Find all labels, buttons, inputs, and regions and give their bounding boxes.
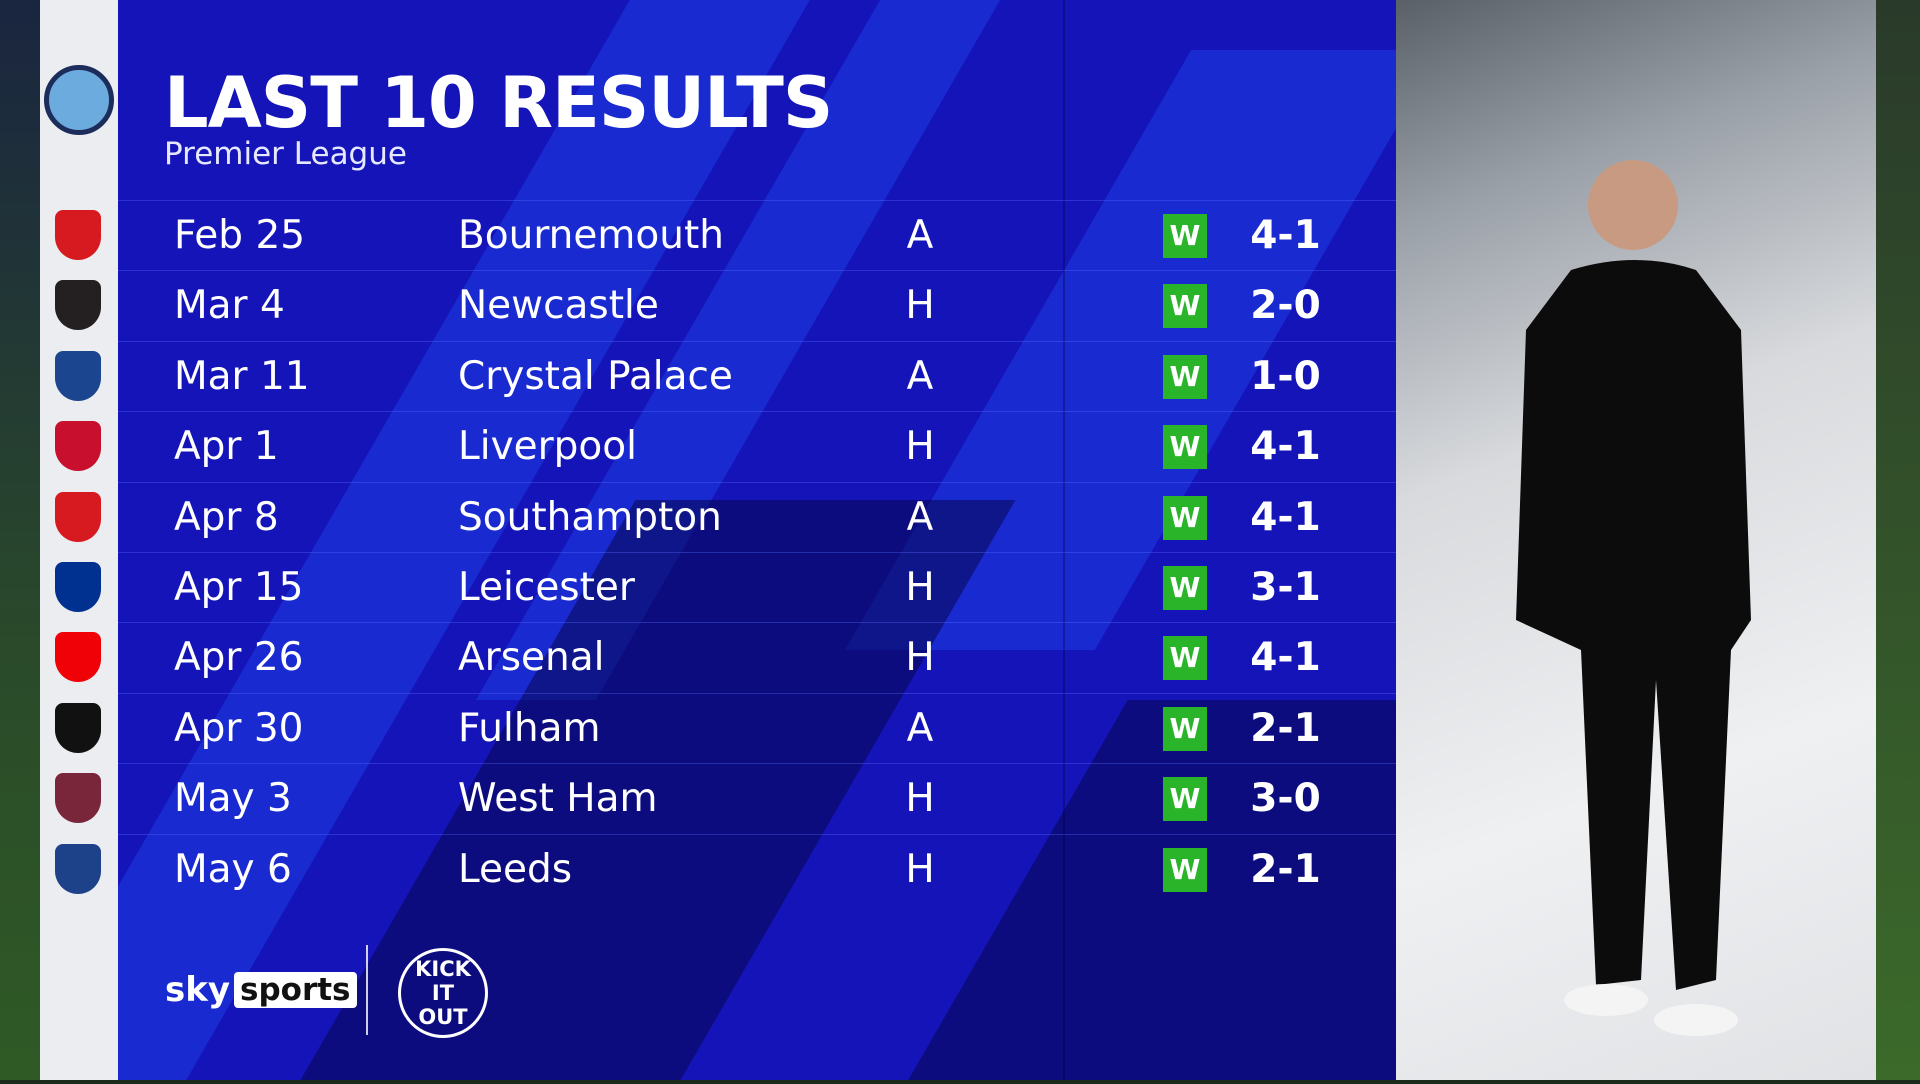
opponent-crest-icon (55, 350, 101, 401)
result-row: Apr 1 Liverpool H W 4-1 (118, 411, 1396, 481)
result-row: May 6 Leeds H W 2-1 (118, 833, 1396, 904)
opponent-crest-icon (55, 702, 101, 753)
match-date: Apr 1 (174, 424, 279, 470)
page-title: LAST 10 RESULTS (164, 62, 833, 144)
score: 3-0 (1250, 776, 1321, 822)
result-badge: W (1163, 495, 1207, 540)
venue: H (905, 565, 935, 610)
score: 2-1 (1250, 705, 1321, 751)
opponent-crest-icon (55, 491, 101, 542)
match-date: Apr 15 (174, 565, 304, 610)
venue: H (905, 424, 935, 470)
score: 4-1 (1250, 424, 1321, 470)
crest-column (40, 0, 118, 1080)
result-badge: W (1163, 284, 1207, 329)
venue: A (906, 353, 934, 399)
result-row: Apr 30 Fulham A W 2-1 (118, 692, 1396, 763)
kick-it-out-logo: KICK IT OUT (398, 948, 488, 1038)
score: 2-0 (1250, 283, 1321, 329)
result-badge: W (1163, 354, 1207, 399)
opponent-crest-icon (55, 562, 101, 612)
venue: A (906, 213, 934, 258)
sports-text: sports (234, 972, 357, 1008)
opponent-crest-icon (55, 843, 101, 894)
match-date: Apr 26 (174, 635, 304, 681)
sky-text: sky (165, 970, 231, 1010)
result-row: Apr 15 Leicester H W 3-1 (118, 552, 1396, 622)
result-row: Mar 11 Crystal Palace A W 1-0 (118, 340, 1396, 411)
opponent-name: Liverpool (458, 424, 637, 470)
manager-silhouette (1516, 160, 1751, 1036)
result-badge: W (1163, 636, 1207, 681)
competition-subtitle: Premier League (164, 136, 407, 172)
results-panel: LAST 10 RESULTS Premier League Feb 25 Bo… (118, 0, 1396, 1080)
result-badge: W (1163, 706, 1207, 751)
match-date: May 3 (174, 776, 292, 822)
result-row: May 3 West Ham H W 3-0 (118, 763, 1396, 833)
venue: A (906, 705, 934, 751)
opponent-name: Leicester (458, 565, 635, 610)
match-date: Feb 25 (174, 213, 306, 258)
score: 3-1 (1250, 565, 1321, 610)
column-divider (1063, 0, 1065, 1080)
match-date: May 6 (174, 846, 292, 892)
venue: H (905, 283, 935, 329)
score: 4-1 (1250, 494, 1321, 540)
result-row: Feb 25 Bournemouth A W 4-1 (118, 200, 1396, 270)
venue: H (905, 846, 935, 892)
opponent-name: West Ham (458, 776, 658, 822)
opponent-name: Fulham (458, 705, 601, 751)
result-badge: W (1163, 425, 1207, 470)
score: 4-1 (1250, 213, 1321, 258)
opponent-crest-icon (55, 773, 101, 824)
result-badge: W (1163, 214, 1207, 258)
opponent-name: Arsenal (458, 635, 605, 681)
opponent-name: Newcastle (458, 283, 659, 329)
result-row: Mar 4 Newcastle H W 2-0 (118, 270, 1396, 340)
logo-divider (366, 945, 368, 1035)
result-badge: W (1163, 566, 1207, 610)
match-date: Mar 4 (174, 283, 285, 329)
stadium-background-left (0, 0, 40, 1080)
stadium-background-right (1876, 0, 1920, 1080)
result-badge: W (1163, 777, 1207, 822)
score: 1-0 (1250, 353, 1321, 399)
opponent-crest-icon (55, 632, 101, 683)
manchester-city-crest-icon (44, 65, 114, 135)
manager-photo (1396, 0, 1876, 1080)
match-date: Apr 8 (174, 494, 279, 540)
opponent-crest-icon (55, 421, 101, 472)
result-badge: W (1163, 847, 1207, 892)
opponent-name: Crystal Palace (458, 353, 733, 399)
score: 2-1 (1250, 846, 1321, 892)
venue: H (905, 776, 935, 822)
venue: A (906, 494, 934, 540)
opponent-name: Leeds (458, 846, 573, 892)
score: 4-1 (1250, 635, 1321, 681)
opponent-name: Bournemouth (458, 213, 724, 258)
result-row: Apr 8 Southampton A W 4-1 (118, 481, 1396, 552)
match-date: Apr 30 (174, 705, 304, 751)
result-row: Apr 26 Arsenal H W 4-1 (118, 622, 1396, 692)
opponent-name: Southampton (458, 494, 722, 540)
venue: H (905, 635, 935, 681)
opponent-crest-icon (55, 210, 101, 260)
match-date: Mar 11 (174, 353, 310, 399)
sky-sports-logo: sky sports (165, 970, 357, 1010)
opponent-crest-icon (55, 280, 101, 331)
